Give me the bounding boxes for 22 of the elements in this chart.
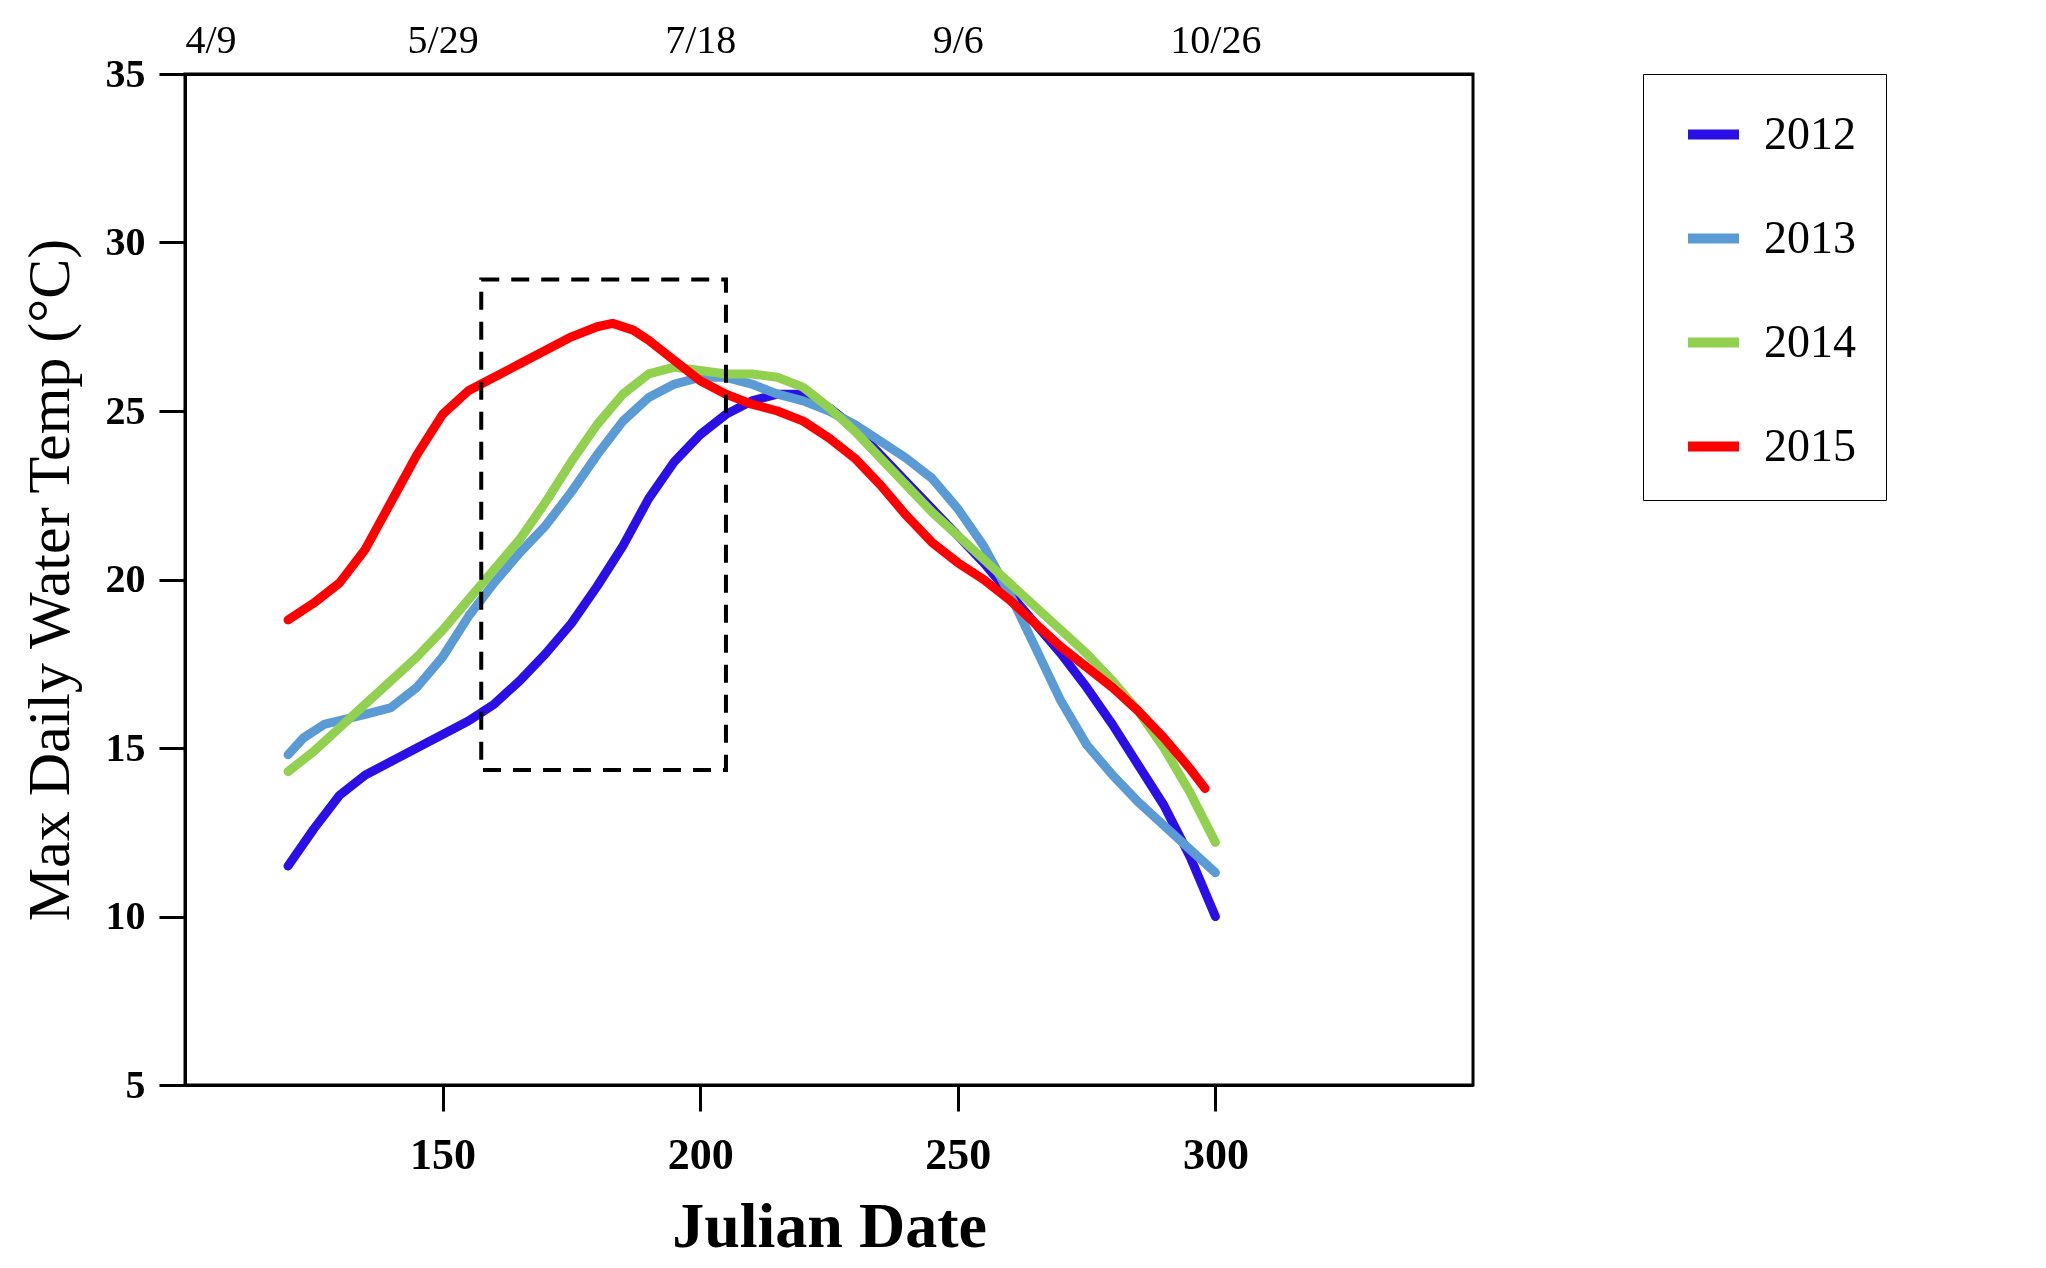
y-axis-title: Max Daily Water Temp (°C) xyxy=(15,238,82,922)
x-axis-title: Julian Date xyxy=(672,1189,987,1261)
y-tick-label: 35 xyxy=(105,50,146,96)
legend-label: 2014 xyxy=(1764,315,1856,367)
y-tick-label: 5 xyxy=(125,1061,146,1107)
x-tick-label: 150 xyxy=(410,1129,477,1179)
x2-tick-label: 10/26 xyxy=(1170,16,1262,62)
legend-label: 2013 xyxy=(1764,211,1856,263)
x2-tick-label: 9/6 xyxy=(932,16,984,62)
y-tick-label: 15 xyxy=(105,724,146,770)
y-tick-label: 20 xyxy=(105,556,146,601)
x2-tick-label: 4/9 xyxy=(185,16,237,62)
x-tick-label: 300 xyxy=(1182,1129,1249,1179)
x-tick-label: 200 xyxy=(667,1129,734,1179)
x-tick-label: 250 xyxy=(925,1129,992,1179)
y-tick-label: 30 xyxy=(105,219,146,264)
x2-tick-label: 7/18 xyxy=(665,16,737,62)
legend-label: 2012 xyxy=(1764,107,1856,159)
legend-label: 2015 xyxy=(1764,419,1856,471)
y-tick-label: 10 xyxy=(105,893,146,938)
x2-tick-label: 5/29 xyxy=(407,16,479,62)
y-tick-label: 25 xyxy=(105,387,146,433)
